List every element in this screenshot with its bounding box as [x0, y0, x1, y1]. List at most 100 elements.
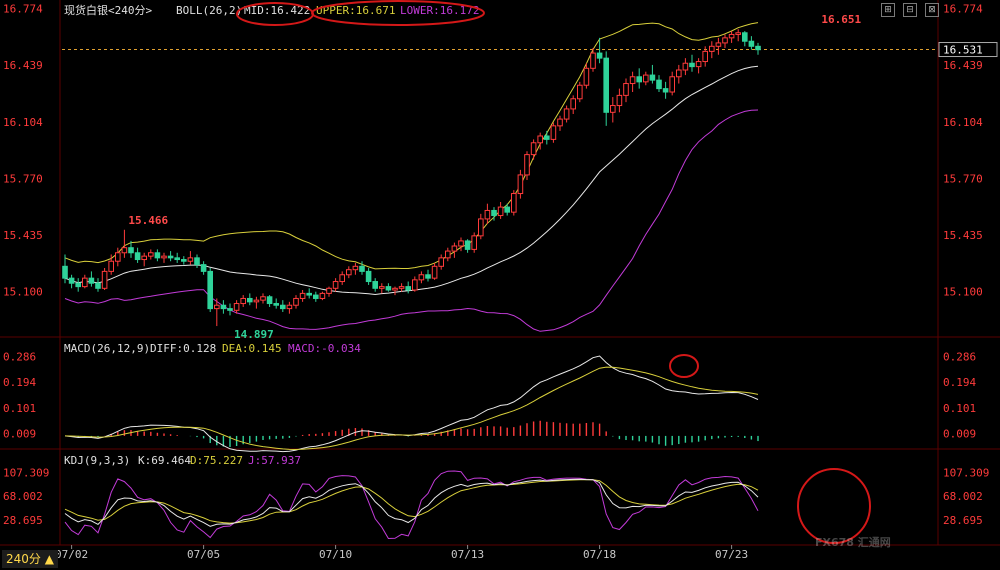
candle-body — [742, 32, 748, 42]
candle-body — [491, 209, 497, 217]
candle-body — [141, 255, 147, 261]
candle-body — [121, 247, 128, 254]
candle-body — [233, 303, 240, 311]
candle-body — [603, 57, 610, 113]
candle-body — [273, 303, 279, 306]
y-tick-label: 107.309 — [943, 467, 989, 480]
period-selector-button[interactable]: 240分 ▲ — [2, 550, 58, 568]
candle-body — [570, 98, 577, 110]
candle-body — [596, 52, 603, 59]
candle-body — [530, 142, 537, 156]
candle-body — [583, 67, 590, 86]
y-tick-label: 0.286 — [3, 351, 36, 364]
highlight-circle — [669, 354, 699, 378]
candle-body — [464, 240, 471, 250]
candle-body — [313, 294, 319, 299]
candle-body — [735, 32, 742, 35]
candle-body — [148, 252, 154, 257]
price-annotation: 16.651 — [821, 13, 861, 26]
y-tick-label: 16.774 — [3, 2, 43, 15]
y-tick-label: 68.002 — [943, 490, 983, 503]
candle-body — [339, 274, 345, 283]
candle-body — [365, 270, 372, 283]
macd-value: MACD:-0.034 — [288, 342, 361, 355]
x-tick-label: 07/02 — [55, 548, 88, 561]
candle-body — [253, 299, 260, 303]
candle-body — [676, 69, 682, 78]
kdj-j-value: J:57.937 — [248, 454, 301, 467]
y-tick-label: 16.439 — [3, 59, 43, 72]
macd-label: MACD(26,12,9) — [64, 342, 150, 355]
candle-body — [115, 252, 121, 262]
candle-body — [643, 74, 649, 83]
candle-body — [68, 277, 75, 284]
candle-body — [649, 74, 656, 81]
candle-body — [75, 282, 82, 288]
boll-upper-value: UPPER:16.671 — [316, 4, 395, 17]
candle-body — [728, 33, 735, 39]
candle-body — [451, 245, 458, 252]
candle-body — [359, 265, 365, 272]
candle-body — [438, 257, 444, 267]
price-annotation: 14.897 — [234, 328, 274, 341]
candle-body — [214, 304, 220, 310]
close-panel-icon[interactable]: ⊠ — [925, 3, 939, 17]
candle-body — [128, 247, 134, 254]
y-tick-label: 0.194 — [943, 376, 976, 389]
candle-body — [379, 286, 385, 289]
candle-body — [550, 125, 557, 140]
boll-mid-value: MID:16.422 — [244, 4, 310, 17]
candle-body — [167, 255, 174, 259]
macd-dea-value: DEA:0.145 — [222, 342, 282, 355]
candle-body — [95, 282, 101, 289]
candle-body — [557, 118, 563, 127]
candle-body — [478, 218, 484, 237]
y-tick-label: 15.435 — [3, 229, 43, 242]
y-tick-label: 28.695 — [3, 514, 43, 527]
kdj-j-line — [64, 470, 759, 540]
candle-body — [669, 76, 676, 93]
candle-body — [590, 52, 596, 69]
candle-body — [722, 37, 728, 44]
y-tick-label: 16.774 — [943, 2, 983, 15]
y-tick-label: 0.009 — [3, 427, 36, 440]
candle-body — [293, 297, 299, 306]
last-price-box — [938, 42, 998, 58]
macd-dea-line — [64, 366, 759, 451]
candle-body — [286, 304, 293, 310]
y-tick-label: 28.695 — [943, 514, 983, 527]
candle-body — [504, 206, 510, 213]
candle-body — [471, 235, 477, 250]
kdj-d-value: D:75.227 — [190, 454, 243, 467]
layout-merge-icon[interactable]: ⊟ — [903, 3, 917, 17]
candle-body — [280, 304, 286, 310]
highlight-circle — [797, 468, 871, 544]
candle-body — [372, 281, 378, 289]
candle-body — [200, 264, 207, 272]
candle-body — [266, 296, 273, 305]
boll-label: BOLL(26,2) — [176, 4, 242, 17]
candle-body — [194, 257, 200, 266]
y-tick-label: 0.194 — [3, 376, 36, 389]
highlight-circle — [311, 0, 485, 26]
boll-mid-line — [64, 65, 759, 296]
boll-lower-line — [64, 109, 759, 332]
x-tick-label: 07/13 — [451, 548, 484, 561]
kdj-d-line — [64, 479, 759, 524]
y-tick-label: 16.439 — [943, 59, 983, 72]
candle-body — [108, 260, 115, 272]
y-tick-label: 15.100 — [943, 286, 983, 299]
candle-body — [260, 296, 266, 301]
layout-split-icon[interactable]: ⊞ — [881, 3, 895, 17]
y-tick-label: 15.770 — [943, 172, 983, 185]
y-tick-label: 15.770 — [3, 172, 43, 185]
y-tick-label: 16.104 — [3, 116, 43, 129]
macd-diff-value: DIFF:0.128 — [150, 342, 216, 355]
y-tick-label: 15.100 — [3, 286, 43, 299]
candle-body — [134, 252, 141, 261]
candle-body — [227, 308, 233, 311]
candle-body — [682, 62, 689, 71]
candle-body — [299, 292, 306, 299]
candle-body — [524, 154, 530, 176]
